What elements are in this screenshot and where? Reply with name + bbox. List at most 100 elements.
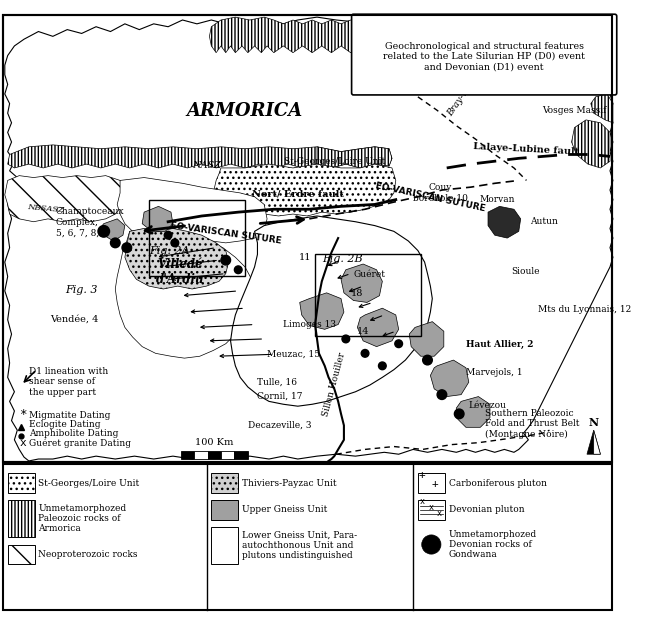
Text: Sillon Houiller: Sillon Houiller [322, 352, 347, 418]
Polygon shape [591, 94, 613, 123]
Text: Mts du Lyonnais, 12: Mts du Lyonnais, 12 [538, 305, 631, 314]
Text: Devonian pluton: Devonian pluton [448, 505, 525, 515]
Text: Lalaye-Lubine fault: Lalaye-Lubine fault [474, 143, 579, 157]
Text: 100 Km: 100 Km [195, 438, 233, 446]
Text: Guéret: Guéret [354, 270, 386, 279]
Bar [211, 473, 238, 493]
Bar [211, 527, 238, 564]
Polygon shape [125, 228, 229, 289]
Text: x: x [419, 497, 424, 506]
Bar [221, 451, 234, 459]
Circle shape [164, 232, 172, 239]
Bar [8, 500, 35, 537]
Text: NASZ: NASZ [192, 161, 221, 170]
Text: Vosges Massif: Vosges Massif [542, 106, 607, 115]
Text: Fig. 2A: Fig. 2A [149, 247, 189, 257]
Polygon shape [5, 15, 613, 461]
Text: Lower Gneiss Unit, Para-
autochthonous Unit and
plutons undistinguished: Lower Gneiss Unit, Para- autochthonous U… [242, 531, 357, 560]
Polygon shape [100, 219, 125, 241]
Bar [315, 254, 421, 336]
Polygon shape [115, 228, 255, 358]
Polygon shape [409, 322, 444, 356]
Text: EO-VARISCAN SUTURE: EO-VARISCAN SUTURE [170, 221, 282, 245]
Text: Lévezou: Lévezou [469, 401, 507, 410]
Text: Bray-Vittel Fault: Bray-Vittel Fault [446, 52, 496, 118]
Text: Geochronological and structural features
related to the Late Silurian HP (D0) ev: Geochronological and structural features… [383, 41, 585, 71]
Text: Amphibolite Dating: Amphibolite Dating [29, 429, 118, 438]
Circle shape [361, 349, 369, 357]
Circle shape [342, 335, 349, 343]
Text: Tulle, 16: Tulle, 16 [258, 378, 297, 387]
Polygon shape [341, 264, 382, 302]
Bar [207, 451, 221, 459]
Circle shape [454, 409, 464, 419]
Polygon shape [300, 293, 344, 329]
Text: Marvejols, 1: Marvejols, 1 [466, 369, 523, 377]
Text: Fig. 2B: Fig. 2B [322, 254, 362, 264]
Bar [8, 545, 35, 564]
Polygon shape [209, 17, 373, 53]
Text: *: * [19, 408, 26, 421]
Bar [8, 473, 35, 493]
Text: EO-VARISCAN SUTURE: EO-VARISCAN SUTURE [375, 181, 486, 213]
Circle shape [98, 225, 110, 237]
Polygon shape [8, 145, 392, 168]
Text: Fig. 3: Fig. 3 [65, 285, 98, 295]
Text: D1 lineation with
shear sense of
the upper part: D1 lineation with shear sense of the upp… [29, 367, 108, 397]
Text: Unmetamorphozed
Paleozoic rocks of
Armorica: Unmetamorphozed Paleozoic rocks of Armor… [38, 504, 127, 533]
Text: Limoges 13: Limoges 13 [284, 321, 337, 329]
Text: Sioule: Sioule [511, 267, 539, 275]
Bar [418, 500, 445, 520]
Polygon shape [231, 216, 432, 406]
Bar [194, 451, 207, 459]
Text: x: x [429, 503, 434, 512]
Text: Vendée, 4: Vendée, 4 [50, 315, 98, 324]
Text: +: + [419, 470, 425, 480]
Circle shape [422, 535, 441, 554]
Bar [3, 464, 612, 610]
Text: Morvan: Morvan [480, 195, 516, 205]
Polygon shape [5, 176, 125, 222]
Text: 11: 11 [299, 253, 312, 262]
Polygon shape [594, 430, 600, 454]
Circle shape [379, 362, 386, 370]
Circle shape [437, 390, 446, 399]
Text: +: + [432, 479, 439, 489]
Text: N: N [589, 418, 599, 428]
Text: Nort/ Erdre fault: Nort/ Erdre fault [252, 190, 344, 199]
Polygon shape [142, 207, 173, 232]
Polygon shape [357, 308, 399, 347]
Text: NBSASZ: NBSASZ [27, 203, 65, 214]
Text: Villedé
d'Ardiu: Villedé d'Ardiu [156, 258, 205, 286]
Polygon shape [488, 207, 521, 238]
Text: Cornil, 17: Cornil, 17 [258, 391, 303, 401]
Text: Southern Paleozoic
Fold and Thrust Belt
(Montagne Noire): Southern Paleozoic Fold and Thrust Belt … [485, 409, 579, 439]
Text: Autun: Autun [530, 217, 558, 225]
Text: Haut Allier, 2: Haut Allier, 2 [466, 340, 534, 349]
Circle shape [422, 356, 432, 365]
Text: ARMORICA: ARMORICA [187, 102, 303, 120]
Text: Thiviers-Payzac Unit: Thiviers-Payzac Unit [242, 478, 337, 488]
Bar [181, 451, 194, 459]
Text: Champtoceaux
Complex,
5, 6, 7, 8, 9: Champtoceaux Complex, 5, 6, 7, 8, 9 [56, 207, 124, 237]
Text: x: x [437, 509, 441, 518]
Bar [211, 500, 238, 520]
FancyBboxPatch shape [351, 14, 617, 95]
Polygon shape [213, 164, 396, 216]
Circle shape [171, 239, 179, 247]
Text: Eclogite Dating: Eclogite Dating [29, 420, 100, 429]
Bar [418, 473, 445, 493]
Text: St-Georges/Loire Unit: St-Georges/Loire Unit [38, 478, 140, 488]
Polygon shape [456, 397, 490, 428]
Polygon shape [317, 147, 392, 168]
Text: Guéret granite Dating: Guéret granite Dating [29, 438, 131, 448]
Text: Neoproterozoic rocks: Neoproterozoic rocks [38, 550, 138, 558]
Text: Migmatite Dating: Migmatite Dating [29, 411, 110, 419]
Polygon shape [587, 430, 600, 454]
Bar [149, 200, 245, 277]
Polygon shape [430, 360, 469, 397]
Bar [3, 15, 612, 462]
Circle shape [122, 243, 132, 252]
Text: Carboniferous pluton: Carboniferous pluton [448, 478, 547, 488]
Text: Upper Gneiss Unit: Upper Gneiss Unit [242, 505, 328, 515]
